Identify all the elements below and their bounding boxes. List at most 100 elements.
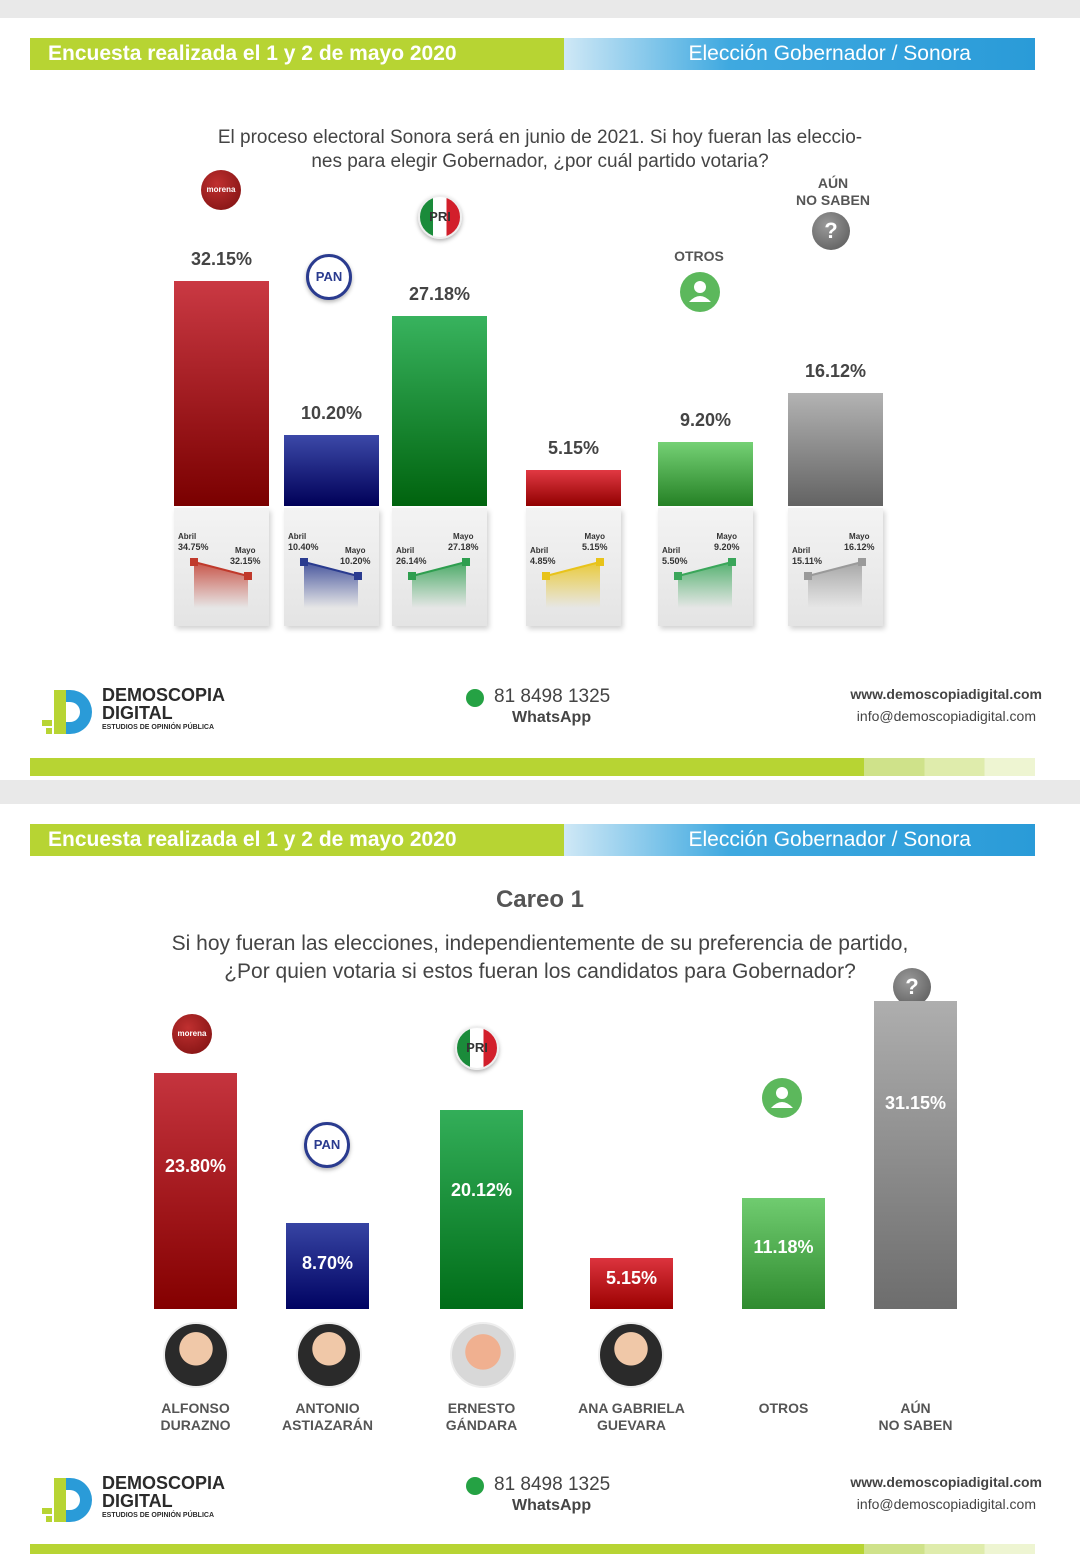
bar-value-label-2: 27.18% [408,283,471,304]
trend-line-svg [804,558,866,608]
pri-logo-icon: PRI [455,1026,499,1070]
pri-logo-icon: PRI [418,195,462,239]
trend-point-abril [542,572,550,580]
trend-abril-label: Abril 15.11% [792,546,823,566]
candidate-value-label-0: 23.80% [164,1155,227,1176]
bar-value-label-5: 16.12% [804,361,867,382]
pan-logo-icon: PAN [304,1122,350,1168]
trend-point-abril [804,572,812,580]
election-label: Elección Gobernador / Sonora [564,38,1035,70]
trend-abril-label: Abril 10.40% [288,532,319,552]
trend-mayo-label: Mayo 9.20% [714,532,740,552]
trend-point-abril [408,572,416,580]
trend-point-mayo [858,558,866,566]
candidate-name-0: ALFONSO DURAZNO [160,1400,231,1433]
slide-party-preference: Encuesta realizada el 1 y 2 de mayo 2020… [0,18,1080,780]
trend-abril-label: Abril 5.50% [662,546,688,566]
careo-title: Careo 1 [495,886,585,913]
candidate-value-label-5: 31.15% [884,1092,947,1113]
slide-candidate-matchup: Encuesta realizada el 1 y 2 de mayo 2020… [0,804,1080,1554]
whatsapp-label: WhatsApp [512,709,592,726]
candidate-value-label-3: 5.15% [605,1268,658,1288]
brand-name-line1: DEMOSCOPIA [102,685,226,705]
survey-banner: Encuesta realizada el 1 y 2 de mayo 2020… [30,824,1035,856]
trend-abril-label: Abril 4.85% [530,546,556,566]
candidate-bar-3: 5.15% [590,1258,673,1309]
footer: DEMOSCOPIA DIGITAL ESTUDIOS DE OPINIÓN P… [0,686,1080,766]
trend-chart-4: Abril 5.50% Mayo 9.20% [658,508,753,626]
trend-chart-1: Abril 10.40% Mayo 10.20% [284,508,379,626]
trend-mayo-label: Mayo 10.20% [340,546,371,566]
trend-point-abril [300,558,308,566]
whatsapp-label: WhatsApp [512,1497,592,1514]
candidate-name-3: ANA GABRIELA GUEVARA [578,1400,685,1433]
email-link[interactable]: info@demoscopiadigital.com [856,1496,1036,1512]
morena-logo-icon: morena [172,1014,212,1054]
website-link[interactable]: www.demoscopiadigital.com [850,686,1042,702]
candidate-name-4: OTROS [758,1400,809,1416]
trend-abril-label: Abril 26.14% [396,546,427,566]
trend-chart-3: Abril 4.85% Mayo 5.15% [526,508,621,626]
question-mark-icon: ? [812,212,850,250]
candidate-value-label-2: 20.12% [450,1179,513,1200]
pan-logo-icon: PAN [306,254,352,300]
bar-2 [392,315,487,506]
candidate-bar-0: 23.80% [154,1073,237,1309]
candidate-bar-2: 20.12% [440,1109,523,1309]
trend-line [411,561,467,577]
trend-mayo-label: Mayo 16.12% [844,532,875,552]
candidate-bar-5: 31.15% [874,1000,957,1309]
trend-abril-label: Abril 34.75% [178,532,209,552]
trend-line-svg [300,558,362,608]
email-link[interactable]: info@demoscopiadigital.com [856,708,1036,724]
trend-mayo-label: Mayo 27.18% [448,532,479,552]
otros-label: OTROS [674,248,724,264]
trend-line [545,561,601,577]
candidate-bar-4: 11.18% [742,1198,825,1309]
brand-tagline: ESTUDIOS DE OPINIÓN PÚBLICA [102,1512,215,1519]
footer-bar [30,1544,1035,1554]
bar-value-label-4: 9.20% [679,409,732,430]
candidate-value-label-1: 8.70% [301,1253,354,1273]
trend-point-mayo [462,558,470,566]
trend-line [303,561,359,577]
trend-line [807,561,863,577]
whatsapp-icon [466,1477,484,1495]
phone-number[interactable]: 81 8498 1325 [494,686,611,707]
brand-tagline: ESTUDIOS DE OPINIÓN PÚBLICA [102,724,215,731]
trend-point-mayo [728,558,736,566]
trend-line [193,561,249,577]
phone-number[interactable]: 81 8498 1325 [494,1474,611,1495]
trend-point-mayo [596,558,604,566]
trend-line-svg [674,558,736,608]
candidate-name-2: ERNESTO GÁNDARA [445,1400,518,1433]
question-text: El proceso electoral Sonora será en juni… [0,126,1080,174]
trend-chart-0: Abril 34.75% Mayo 32.15% [174,508,269,626]
bar-value-label-1: 10.20% [300,402,363,423]
survey-date-label: Encuesta realizada el 1 y 2 de mayo 2020 [30,38,564,70]
bar-5 [788,393,883,506]
brand-name-line2: DIGITAL [102,703,173,723]
bar-value-label-0: 32.15% [190,248,253,269]
question-text: Si hoy fueran las elecciones, independie… [0,930,1080,986]
trend-chart-2: Abril 26.14% Mayo 27.18% [392,508,487,626]
trend-point-abril [190,558,198,566]
website-link[interactable]: www.demoscopiadigital.com [850,1474,1042,1490]
survey-banner: Encuesta realizada el 1 y 2 de mayo 2020… [30,38,1035,70]
candidate-name-1: ANTONIO ASTIAZARÁN [282,1400,373,1433]
question-line-2: nes para elegir Gobernador, ¿por cuál pa… [311,151,769,172]
no-saben-label: AÚN NO SABEN [796,175,870,208]
candidate-photo-gandara [450,1322,516,1388]
candidate-photo-guevara [598,1322,664,1388]
bar-value-label-3: 5.15% [547,437,600,458]
bar-1 [284,434,379,506]
question-line-1: El proceso electoral Sonora será en juni… [217,127,863,148]
trend-chart-5: Abril 15.11% Mayo 16.12% [788,508,883,626]
footer-bar [30,758,1035,776]
trend-mayo-label: Mayo 5.15% [582,532,608,552]
brand-name-line1: DEMOSCOPIA [102,1473,226,1493]
bar-4 [658,441,753,506]
demoscopia-logo-icon [42,690,92,734]
demoscopia-logo-icon [42,1478,92,1522]
person-icon [680,272,720,312]
